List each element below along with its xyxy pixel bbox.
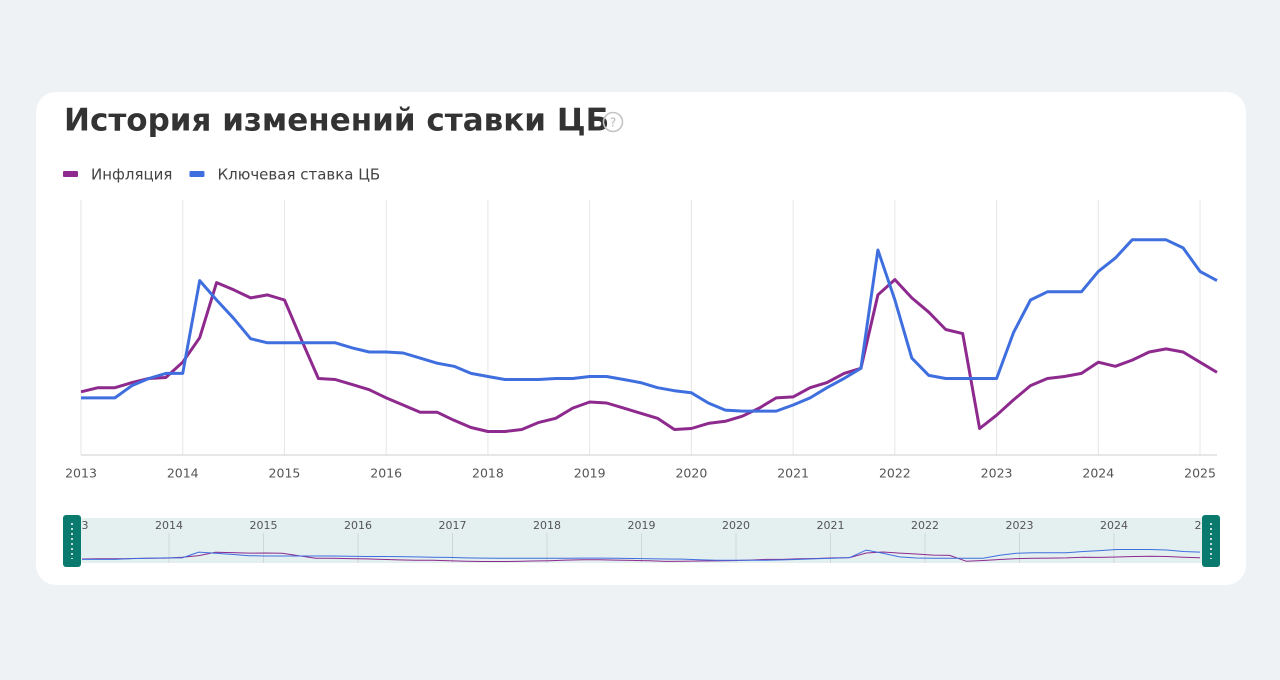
navigator-label: 2024: [1100, 519, 1128, 532]
series-line: [80, 278, 1218, 433]
navigator-label: 2023: [1006, 519, 1034, 532]
navigator-label: 2018: [533, 519, 561, 532]
x-tick-label: 2015: [269, 466, 301, 481]
legend-label: Ключевая ставка ЦБ: [217, 166, 380, 184]
x-tick-label: 2016: [370, 466, 402, 481]
x-tick-label: 2013: [65, 466, 97, 481]
navigator-label: 2017: [439, 519, 467, 532]
legend-label: Инфляция: [91, 166, 172, 184]
navigator-label: 2013: [61, 519, 89, 532]
x-tick-label: 2023: [981, 466, 1013, 481]
x-tick-label: 2022: [879, 466, 911, 481]
x-tick-label: 2025: [1184, 466, 1216, 481]
navigator-label: 2025: [1195, 519, 1223, 532]
legend: Инфляция Ключевая ставка ЦБ: [63, 166, 380, 184]
navigator-handle-left[interactable]: [63, 515, 81, 567]
help-icon[interactable]: ?: [602, 111, 624, 133]
svg-text:?: ?: [610, 116, 616, 130]
x-tick-label: 2024: [1082, 466, 1114, 481]
x-tick-label: 2018: [472, 466, 504, 481]
series-line: [82, 551, 1201, 562]
chart-title: История изменений ставки ЦБ: [64, 103, 609, 139]
navigator-label: 2021: [817, 519, 845, 532]
legend-swatch: [63, 171, 78, 177]
legend-swatch: [189, 171, 205, 177]
x-tick-label: 2019: [574, 466, 606, 481]
navigator-label: 2016: [344, 519, 372, 532]
series-line: [82, 549, 1201, 561]
navigator-label: 2020: [722, 519, 750, 532]
series-line: [81, 238, 1218, 413]
x-tick-label: 2021: [777, 466, 809, 481]
x-tick-label: 2020: [675, 466, 707, 481]
navigator-series: 2013 2014 2015 2016 2017 2018 2019 2020 2021 2022…: [61, 519, 1223, 563]
navigator-handle-right[interactable]: [1202, 515, 1220, 567]
navigator-label: 2022: [911, 519, 939, 532]
x-tick-label: 2014: [167, 466, 199, 481]
navigator: 2013 2014 2015 2016 2017 2018 2019 2020 2021 2022…: [61, 515, 1223, 567]
plot-area: 2013 2014 2015 2016 2018 2019 2020 2021 2022 2023…: [65, 200, 1218, 481]
navigator-label: 2019: [628, 519, 656, 532]
card: [36, 92, 1246, 585]
navigator-label: 2015: [250, 519, 278, 532]
navigator-label: 2014: [155, 519, 183, 532]
